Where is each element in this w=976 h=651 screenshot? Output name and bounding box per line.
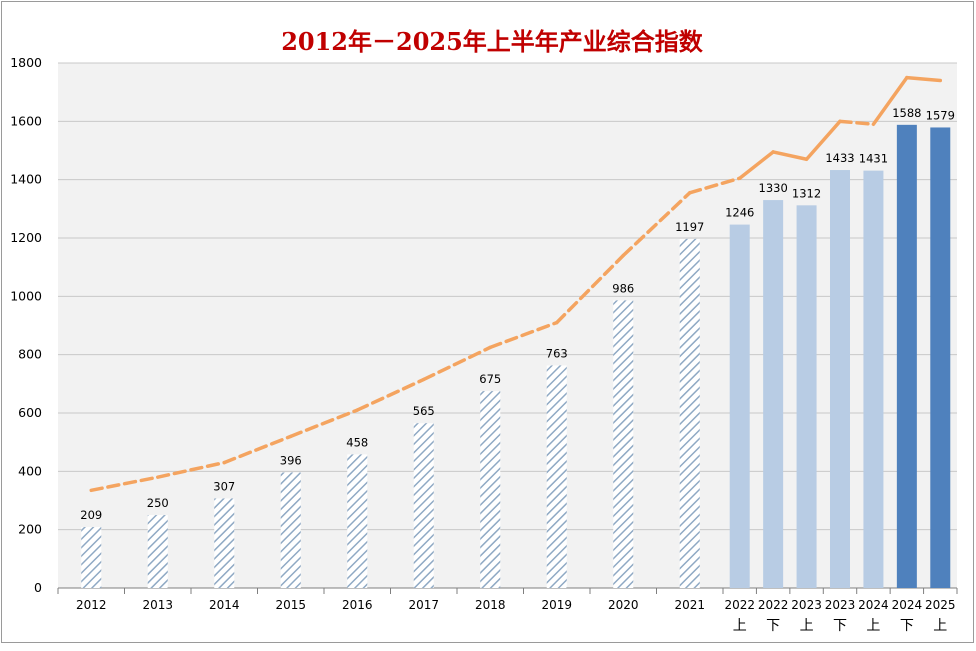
- trend-line-segment: [555, 253, 625, 325]
- data-label: 1588: [892, 106, 921, 120]
- x-tick-label: 2019: [541, 598, 572, 612]
- data-label: 1431: [859, 152, 888, 166]
- trend-line-segment: [89, 475, 160, 493]
- trend-line-segment: [688, 176, 742, 195]
- data-label: 396: [280, 454, 302, 468]
- x-tick-label: 2018: [475, 598, 506, 612]
- y-tick-label: 0: [34, 580, 42, 595]
- data-label: 1579: [926, 108, 955, 122]
- trend-line-segment: [355, 377, 426, 412]
- x-tick-sublabel: 下: [833, 618, 847, 634]
- data-label: 1246: [725, 206, 754, 220]
- x-tick-sublabel: 上: [800, 618, 814, 634]
- y-tick-label: 1400: [10, 172, 42, 187]
- data-label: 250: [147, 496, 169, 510]
- bar: [796, 205, 817, 589]
- data-label: 986: [612, 281, 634, 295]
- data-label: 1197: [675, 220, 704, 234]
- x-tick-label: 2022: [724, 598, 755, 612]
- x-tick-label: 2024: [892, 598, 923, 612]
- trend-line-segment: [289, 408, 359, 439]
- x-tick-label: 2016: [342, 598, 373, 612]
- trend-line-segment: [422, 345, 492, 382]
- y-tick-label: 1000: [10, 288, 42, 303]
- y-tick-label: 400: [18, 463, 42, 478]
- data-label: 675: [479, 372, 501, 386]
- bar: [679, 238, 700, 588]
- data-label: 458: [346, 435, 368, 449]
- trend-line-segment: [905, 75, 943, 83]
- x-tick-sublabel: 下: [900, 618, 914, 634]
- bar: [863, 170, 884, 588]
- trend-line-segment: [156, 460, 226, 479]
- bar: [280, 472, 301, 588]
- bar: [763, 200, 784, 589]
- x-tick-sublabel: 下: [766, 618, 780, 634]
- x-tick-label: 2022: [758, 598, 789, 612]
- bar: [214, 498, 235, 588]
- x-tick-label: 2012: [76, 598, 107, 612]
- bar: [147, 515, 168, 588]
- bar: [347, 454, 368, 588]
- y-tick-label: 1800: [10, 55, 42, 70]
- y-tick-label: 1200: [10, 230, 42, 245]
- data-label: 1433: [825, 151, 854, 165]
- data-label: 209: [80, 508, 102, 522]
- bar: [930, 127, 951, 588]
- data-label: 307: [213, 479, 235, 493]
- x-tick-label: 2014: [209, 598, 240, 612]
- x-tick-label: 2024: [858, 598, 889, 612]
- data-label: 565: [413, 404, 435, 418]
- trend-line-segment: [804, 119, 842, 161]
- trend-line-segment: [871, 75, 909, 126]
- x-tick-label: 2023: [791, 598, 822, 612]
- trend-line-segment: [222, 434, 293, 465]
- bar: [480, 391, 501, 588]
- trend-line-segment: [771, 150, 809, 161]
- bar: [81, 527, 102, 588]
- y-tick-label: 800: [18, 347, 42, 362]
- y-tick-label: 200: [18, 522, 42, 537]
- x-tick-label: 2023: [825, 598, 856, 612]
- chart-title: 2012年－2025年上半年产业综合指数: [281, 27, 704, 56]
- x-tick-sublabel: 上: [866, 618, 880, 634]
- data-label: 1312: [792, 186, 821, 200]
- x-tick-label: 2017: [408, 598, 439, 612]
- trend-line-segment: [621, 191, 692, 258]
- bar: [729, 224, 750, 589]
- data-label: 763: [546, 346, 568, 360]
- bar: [413, 423, 434, 588]
- trend-line-segment: [488, 320, 559, 350]
- bar: [546, 365, 567, 588]
- x-tick-label: 2021: [674, 598, 705, 612]
- data-label: 1330: [759, 181, 788, 195]
- trend-line-segment: [838, 119, 876, 126]
- x-tick-label: 2015: [275, 598, 306, 612]
- x-tick-label: 2020: [608, 598, 639, 612]
- y-tick-label: 1600: [10, 113, 42, 128]
- bar: [896, 124, 917, 588]
- y-tick-label: 600: [18, 405, 42, 420]
- bar: [613, 300, 634, 588]
- trend-line-segment: [737, 150, 775, 180]
- x-tick-sublabel: 上: [733, 618, 747, 634]
- x-tick-sublabel: 上: [933, 618, 947, 634]
- bar: [830, 170, 850, 588]
- x-tick-label: 2013: [142, 598, 173, 612]
- x-tick-label: 2025: [925, 598, 956, 612]
